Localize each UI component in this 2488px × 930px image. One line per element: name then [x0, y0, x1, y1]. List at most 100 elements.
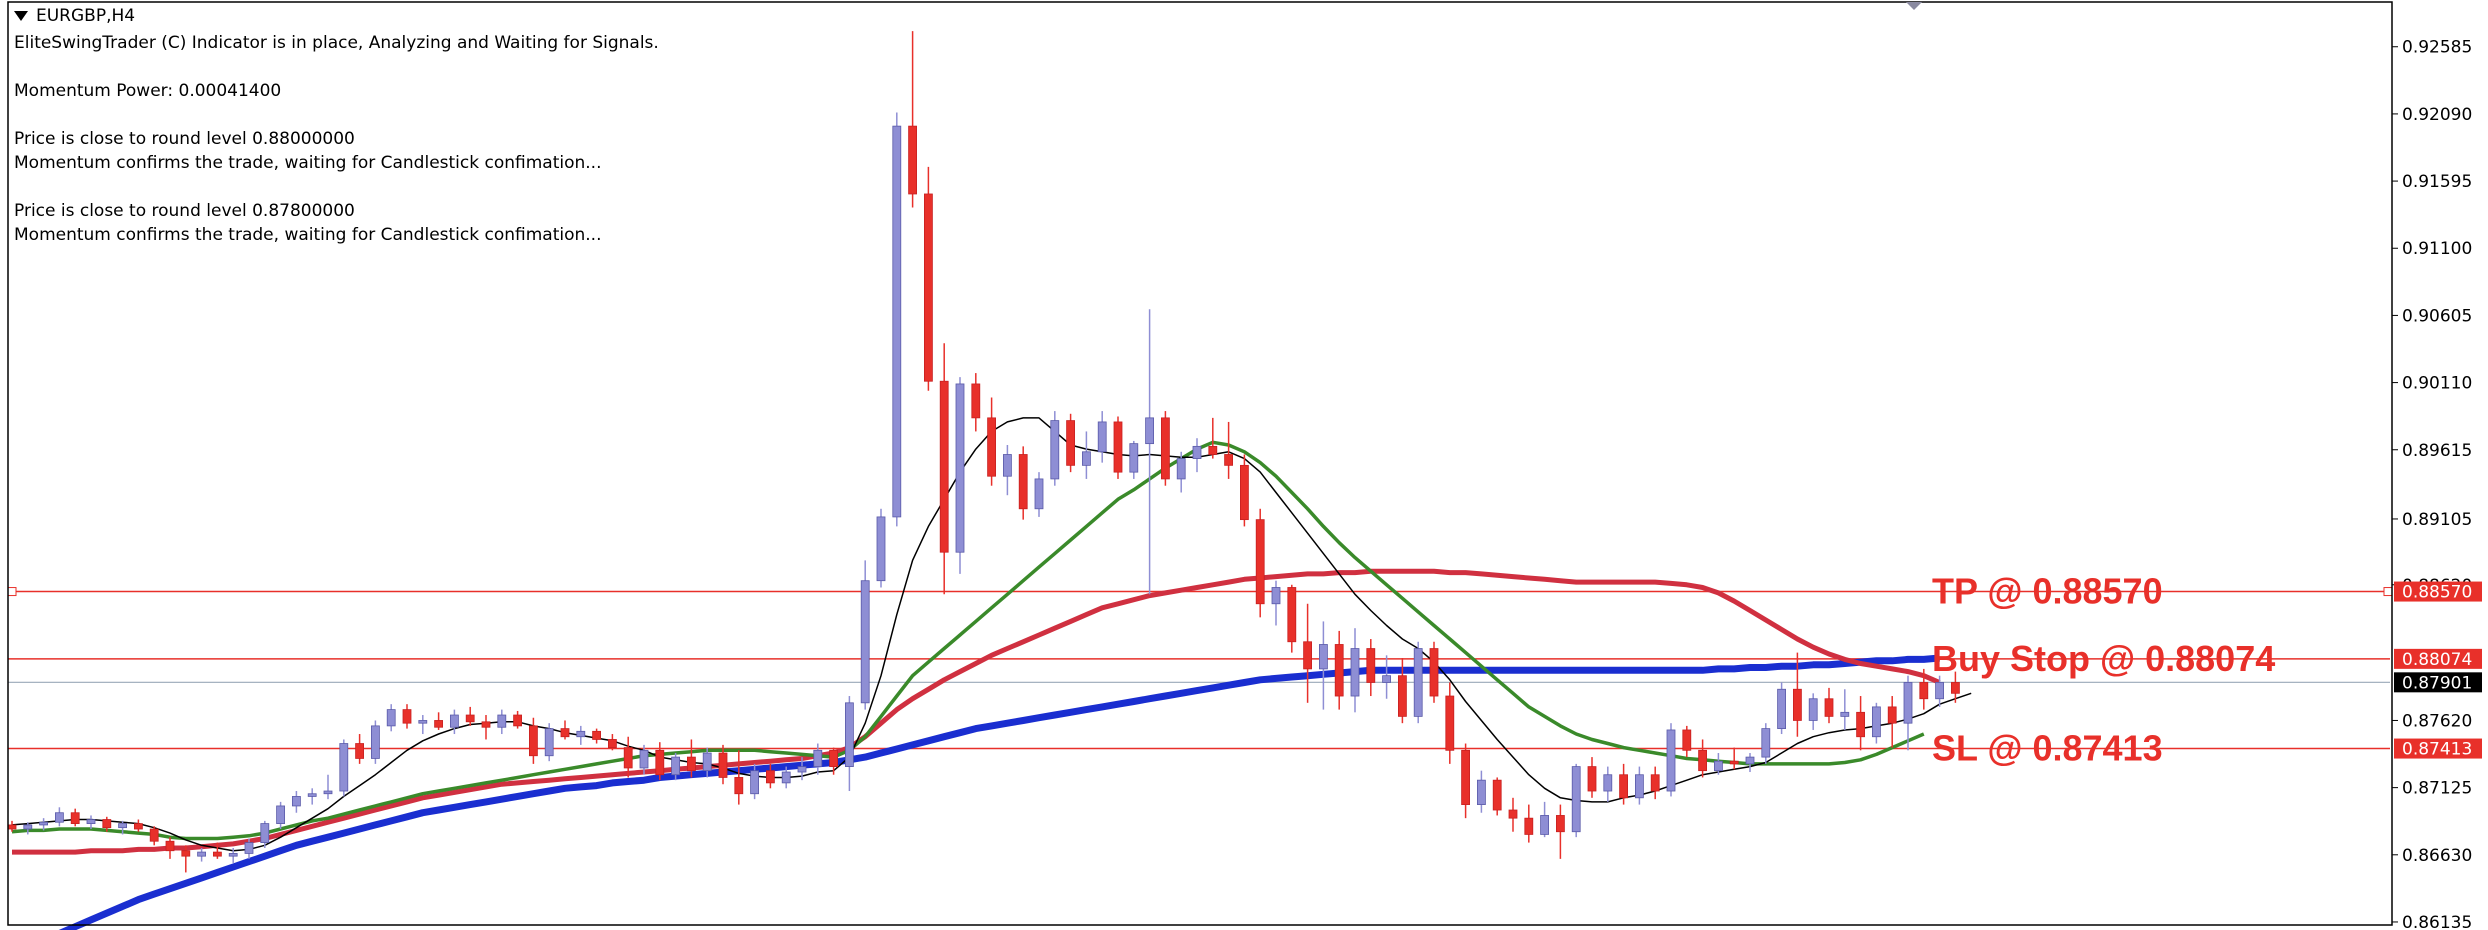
candle-bear — [1508, 809, 1518, 819]
candle-bull — [845, 702, 854, 767]
candle-bull — [118, 823, 127, 829]
candle-bull — [197, 851, 207, 857]
candle-bear — [402, 709, 412, 724]
candle-bull — [1176, 458, 1186, 480]
candle-bull — [228, 853, 238, 857]
candle-bear — [1445, 695, 1455, 751]
candle-bear — [608, 739, 617, 748]
candle-bear — [718, 752, 728, 778]
candle-bear — [355, 743, 365, 759]
axis-tick-label: 0.92090 — [2402, 105, 2472, 125]
candle-bull — [86, 819, 96, 824]
candle-bear — [1366, 648, 1376, 683]
candle-bull — [1745, 756, 1755, 765]
candle-bull — [1192, 445, 1202, 459]
axis-tick-label: 0.90110 — [2402, 374, 2472, 394]
candle-bull — [23, 824, 33, 830]
candle-bear — [465, 714, 475, 723]
candle-bull — [1935, 682, 1944, 700]
tp-handle-left — [7, 587, 17, 597]
price-label-text: 0.88074 — [2402, 650, 2472, 670]
candle-bear — [687, 756, 696, 772]
candle-bull — [1777, 688, 1786, 730]
candle-bull — [1603, 774, 1613, 792]
price-label-box — [2394, 672, 2482, 693]
candle-bear — [1303, 641, 1312, 670]
level-label-tp: TP @ 0.88570 — [1932, 571, 2163, 612]
candle-bull — [418, 720, 428, 724]
candle-bear — [1793, 688, 1802, 721]
candle-bull — [39, 821, 48, 826]
candle-bull — [1714, 760, 1723, 772]
price-label-box — [2394, 738, 2482, 759]
candle-bear — [1287, 587, 1297, 643]
candle-bear — [1619, 774, 1628, 799]
candle-bull — [1382, 675, 1391, 683]
candle-bull — [1761, 728, 1771, 758]
collapse-triangle-icon[interactable] — [14, 11, 28, 21]
candle-bull — [750, 770, 759, 795]
candle-bear — [70, 812, 80, 824]
candle-bull — [276, 805, 286, 824]
candle-bull — [1477, 779, 1486, 805]
candle-bear — [908, 125, 917, 195]
candle-bull — [244, 842, 254, 854]
candle-bull — [1350, 648, 1360, 697]
candle-bull — [497, 714, 507, 728]
candle-bull — [1129, 443, 1139, 473]
candle-bear — [1650, 774, 1660, 792]
candle-bull — [544, 728, 554, 757]
info-line-3: Price is close to round level 0.88000000 — [14, 129, 355, 149]
candle-bull — [1082, 451, 1091, 466]
symbol-title: EURGBP,H4 — [36, 6, 136, 26]
candle-bull — [449, 714, 459, 728]
candle-bull — [1666, 729, 1676, 792]
info-line-4: Momentum confirms the trade, waiting for… — [14, 153, 602, 173]
candle-bear — [1887, 706, 1897, 724]
candle-bull — [1003, 454, 1012, 477]
chart-frame — [7, 1, 2393, 926]
candle-bull — [702, 752, 712, 772]
candle-bear — [1698, 749, 1707, 772]
candle-bear — [1255, 519, 1265, 605]
candle-bear — [734, 777, 744, 795]
candle-bear — [133, 823, 143, 830]
candle-bear — [560, 728, 570, 738]
candle-bull — [1097, 421, 1107, 453]
level-label-sl: SL @ 0.87413 — [1932, 728, 2163, 769]
candle-bull — [1635, 774, 1644, 799]
candle-bull — [671, 756, 680, 776]
ma-green-line — [11, 440, 1925, 841]
candle-bull — [370, 725, 380, 759]
candle-bear — [434, 720, 444, 728]
candle-bear — [1429, 648, 1439, 697]
candle-bear — [1113, 421, 1123, 473]
axis-tick-label: 0.86135 — [2402, 913, 2472, 930]
candle-bear — [829, 749, 838, 767]
candle-bull — [813, 749, 823, 767]
candle-bear — [971, 383, 981, 419]
ma-red-line — [12, 568, 1941, 855]
price-label-text: 0.88570 — [2402, 583, 2472, 603]
axis-tick-label: 0.89615 — [2402, 441, 2472, 461]
candles — [7, 31, 1960, 873]
price-label-box — [2394, 648, 2482, 669]
shift-marker-icon[interactable] — [1906, 2, 1922, 10]
candle-bear — [924, 193, 933, 382]
candle-bull — [260, 823, 270, 843]
candle-bull — [1319, 644, 1328, 670]
chart-title[interactable]: EURGBP,H4 — [14, 6, 135, 26]
candle-bull — [639, 749, 649, 769]
candle-bear — [165, 840, 175, 852]
ma-blue-line — [58, 654, 1940, 930]
tp-handle-right — [2383, 587, 2393, 597]
axis-tick-label: 0.87620 — [2402, 711, 2472, 731]
candle-bear — [623, 747, 633, 769]
candle-bull — [339, 743, 349, 792]
info-line-5: Price is close to round level 0.87800000 — [14, 201, 355, 221]
candle-bear — [987, 417, 996, 477]
info-line-1: EliteSwingTrader (C) Indicator is in pla… — [14, 33, 659, 53]
candle-bear — [1524, 817, 1534, 835]
candle-bear — [1240, 464, 1249, 521]
